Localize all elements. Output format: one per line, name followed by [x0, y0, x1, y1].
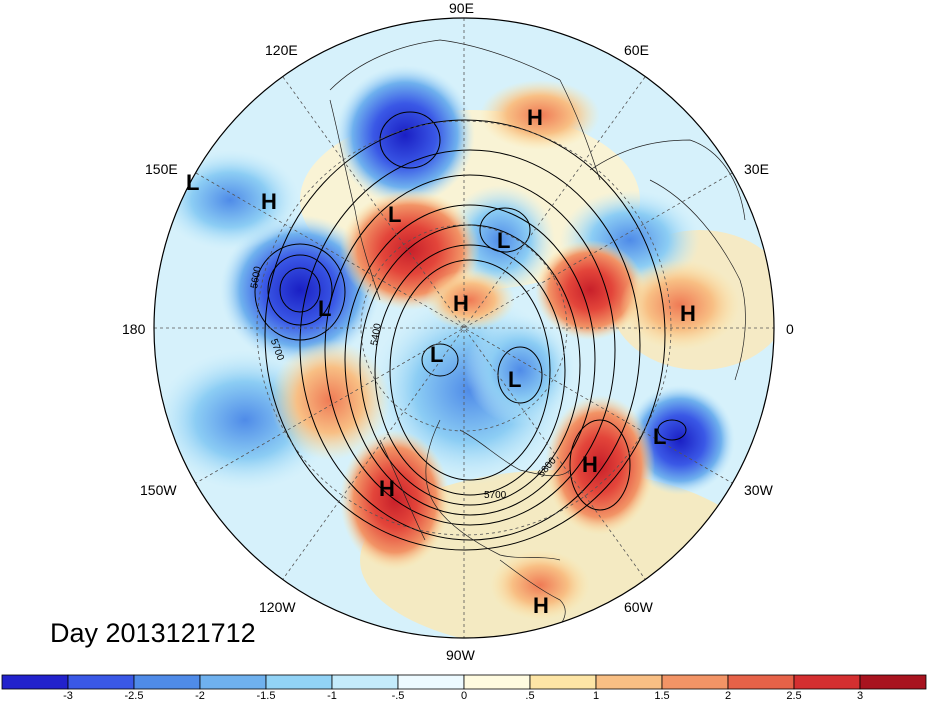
colorbar-swatch: [397, 674, 465, 690]
lon-label-90e: 90E: [449, 0, 474, 16]
pressure-center-high: H: [533, 593, 549, 618]
colorbar-tick-label: 1.5: [654, 690, 669, 702]
pressure-center-low: L: [653, 424, 666, 449]
colorbar-tick-label: 0: [461, 690, 467, 702]
colorbar-tick-label: -2.5: [125, 690, 144, 702]
pressure-center-low: L: [388, 202, 401, 227]
pressure-centers: L H H L L L H H L L L H H H: [186, 105, 696, 618]
graticule: [154, 18, 774, 638]
colorbar-swatch: [1, 674, 69, 690]
pressure-center-low: L: [508, 367, 521, 392]
pressure-center-high: H: [453, 291, 469, 316]
lon-label-0: 0: [786, 321, 794, 337]
pressure-center-low: L: [430, 342, 443, 367]
plot-title: Day 2013121712: [50, 618, 256, 648]
pressure-center-high: H: [261, 189, 277, 214]
contour-label: 5400: [369, 322, 384, 346]
colorbar-tick-label: 2.5: [786, 690, 801, 702]
colorbar: -3 -2.5 -2 -1.5 -1 -.5 0 .5 1 1.5 2 2.5 3: [1, 674, 927, 702]
lon-label-120w: 120W: [259, 599, 296, 615]
contour-label: 5600: [249, 265, 264, 289]
colorbar-tick-label: -.5: [392, 690, 405, 702]
pressure-center-low: L: [497, 228, 510, 253]
lon-label-30w: 30W: [744, 482, 774, 498]
colorbar-swatch: [595, 674, 663, 690]
lon-label-150w: 150W: [140, 482, 177, 498]
colorbar-tick-label: -1.5: [257, 690, 276, 702]
colorbar-swatch: [463, 674, 531, 690]
colorbar-swatch: [199, 674, 267, 690]
pressure-center-low: L: [186, 170, 199, 195]
pressure-center-low: L: [318, 296, 331, 321]
lon-label-180: 180: [122, 321, 146, 337]
pressure-center-high: H: [582, 452, 598, 477]
longitude-labels: 90E 120E 60E 150E 30E 180 0 150W 30W 120…: [122, 0, 794, 663]
colorbar-tick-label: 2: [725, 690, 731, 702]
colorbar-swatch: [793, 674, 861, 690]
colorbar-tick-label: .5: [525, 690, 534, 702]
colorbar-swatch: [727, 674, 795, 690]
pressure-center-high: H: [527, 105, 543, 130]
colorbar-swatch: [859, 674, 927, 690]
lon-label-60w: 60W: [624, 599, 654, 615]
colorbar-swatch: [331, 674, 399, 690]
colorbar-swatch: [529, 674, 597, 690]
colorbar-tick-label: 1: [593, 690, 599, 702]
colorbar-tick-label: -2: [195, 690, 205, 702]
anomaly-field: [154, 18, 774, 638]
lon-label-60e: 60E: [624, 42, 649, 58]
colorbar-swatch: [67, 674, 135, 690]
lon-label-30e: 30E: [744, 161, 769, 177]
colorbar-swatch: [661, 674, 729, 690]
colorbar-tick-label: -1: [327, 690, 337, 702]
pressure-center-high: H: [680, 301, 696, 326]
lon-label-90w: 90W: [446, 647, 476, 663]
lon-label-120e: 120E: [265, 42, 298, 58]
lon-label-150e: 150E: [145, 161, 178, 177]
map-boundary: [153, 17, 775, 639]
colorbar-swatch: [133, 674, 201, 690]
colorbar-swatch: [265, 674, 333, 690]
contour-label: 5700: [484, 490, 507, 501]
pressure-center-high: H: [379, 476, 395, 501]
colorbar-tick-label: -3: [63, 690, 73, 702]
coastlines: [329, 39, 746, 633]
colorbar-tick-label: 3: [857, 690, 863, 702]
geopotential-contours: [254, 111, 687, 551]
